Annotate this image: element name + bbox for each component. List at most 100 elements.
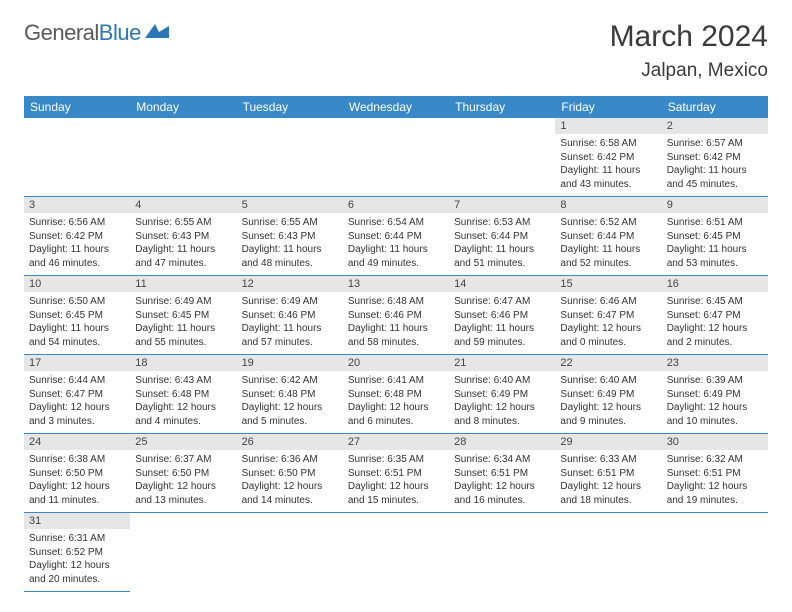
- day-cell: Sunrise: 6:48 AMSunset: 6:46 PMDaylight:…: [343, 292, 449, 355]
- day-cell: Sunrise: 6:44 AMSunset: 6:47 PMDaylight:…: [24, 371, 130, 434]
- day-cell: Sunrise: 6:32 AMSunset: 6:51 PMDaylight:…: [662, 450, 768, 513]
- day-cell: Sunrise: 6:40 AMSunset: 6:49 PMDaylight:…: [449, 371, 555, 434]
- day-cell: Sunrise: 6:36 AMSunset: 6:50 PMDaylight:…: [237, 450, 343, 513]
- day-number-cell: 21: [449, 355, 555, 372]
- day-number-cell: 19: [237, 355, 343, 372]
- flag-icon: [145, 20, 169, 46]
- day-info: Sunrise: 6:56 AMSunset: 6:42 PMDaylight:…: [29, 216, 125, 270]
- day-info: Sunrise: 6:55 AMSunset: 6:43 PMDaylight:…: [135, 216, 231, 270]
- day-info: Sunrise: 6:52 AMSunset: 6:44 PMDaylight:…: [560, 216, 656, 270]
- day-cell: [130, 529, 236, 592]
- day-info: Sunrise: 6:31 AMSunset: 6:52 PMDaylight:…: [29, 532, 125, 586]
- daynum-row: 17181920212223: [24, 355, 768, 372]
- day-cell: Sunrise: 6:49 AMSunset: 6:45 PMDaylight:…: [130, 292, 236, 355]
- day-number-cell: 3: [24, 197, 130, 214]
- day-info: Sunrise: 6:37 AMSunset: 6:50 PMDaylight:…: [135, 453, 231, 507]
- day-header: Sunday: [24, 96, 130, 118]
- day-cell: Sunrise: 6:41 AMSunset: 6:48 PMDaylight:…: [343, 371, 449, 434]
- day-number-cell: 20: [343, 355, 449, 372]
- day-number-cell: 25: [130, 434, 236, 451]
- day-cell: [24, 134, 130, 197]
- day-cell: Sunrise: 6:39 AMSunset: 6:49 PMDaylight:…: [662, 371, 768, 434]
- day-cell: [237, 529, 343, 592]
- day-cell: Sunrise: 6:47 AMSunset: 6:46 PMDaylight:…: [449, 292, 555, 355]
- day-cell: Sunrise: 6:51 AMSunset: 6:45 PMDaylight:…: [662, 213, 768, 276]
- logo: General Blue: [24, 20, 169, 46]
- day-info: Sunrise: 6:45 AMSunset: 6:47 PMDaylight:…: [667, 295, 763, 349]
- day-number-cell: [449, 513, 555, 530]
- day-number-cell: 2: [662, 118, 768, 134]
- day-info: Sunrise: 6:41 AMSunset: 6:48 PMDaylight:…: [348, 374, 444, 428]
- day-cell: Sunrise: 6:50 AMSunset: 6:45 PMDaylight:…: [24, 292, 130, 355]
- day-number-cell: 31: [24, 513, 130, 530]
- daynum-row: 12: [24, 118, 768, 134]
- day-number-cell: [662, 513, 768, 530]
- week-row: Sunrise: 6:58 AMSunset: 6:42 PMDaylight:…: [24, 134, 768, 197]
- daynum-row: 10111213141516: [24, 276, 768, 293]
- day-info: Sunrise: 6:40 AMSunset: 6:49 PMDaylight:…: [454, 374, 550, 428]
- day-cell: Sunrise: 6:46 AMSunset: 6:47 PMDaylight:…: [555, 292, 661, 355]
- day-number-cell: 27: [343, 434, 449, 451]
- day-number-cell: [130, 118, 236, 134]
- day-cell: [555, 529, 661, 592]
- day-number-cell: 22: [555, 355, 661, 372]
- calendar-table: SundayMondayTuesdayWednesdayThursdayFrid…: [24, 96, 768, 592]
- day-cell: Sunrise: 6:57 AMSunset: 6:42 PMDaylight:…: [662, 134, 768, 197]
- day-number-cell: [555, 513, 661, 530]
- day-cell: [237, 134, 343, 197]
- day-header: Saturday: [662, 96, 768, 118]
- day-info: Sunrise: 6:49 AMSunset: 6:46 PMDaylight:…: [242, 295, 338, 349]
- day-number-cell: 26: [237, 434, 343, 451]
- day-info: Sunrise: 6:40 AMSunset: 6:49 PMDaylight:…: [560, 374, 656, 428]
- day-info: Sunrise: 6:55 AMSunset: 6:43 PMDaylight:…: [242, 216, 338, 270]
- day-header: Tuesday: [237, 96, 343, 118]
- day-number-cell: 29: [555, 434, 661, 451]
- day-cell: Sunrise: 6:58 AMSunset: 6:42 PMDaylight:…: [555, 134, 661, 197]
- day-cell: Sunrise: 6:40 AMSunset: 6:49 PMDaylight:…: [555, 371, 661, 434]
- day-number-cell: [24, 118, 130, 134]
- day-cell: [343, 134, 449, 197]
- day-number-cell: 13: [343, 276, 449, 293]
- calendar-body: 12Sunrise: 6:58 AMSunset: 6:42 PMDayligh…: [24, 118, 768, 592]
- day-number-cell: [343, 118, 449, 134]
- day-cell: Sunrise: 6:31 AMSunset: 6:52 PMDaylight:…: [24, 529, 130, 592]
- day-cell: Sunrise: 6:55 AMSunset: 6:43 PMDaylight:…: [130, 213, 236, 276]
- day-cell: Sunrise: 6:45 AMSunset: 6:47 PMDaylight:…: [662, 292, 768, 355]
- day-cell: Sunrise: 6:52 AMSunset: 6:44 PMDaylight:…: [555, 213, 661, 276]
- day-cell: Sunrise: 6:53 AMSunset: 6:44 PMDaylight:…: [449, 213, 555, 276]
- day-info: Sunrise: 6:53 AMSunset: 6:44 PMDaylight:…: [454, 216, 550, 270]
- day-number-cell: 5: [237, 197, 343, 214]
- day-cell: [343, 529, 449, 592]
- week-row: Sunrise: 6:38 AMSunset: 6:50 PMDaylight:…: [24, 450, 768, 513]
- day-info: Sunrise: 6:38 AMSunset: 6:50 PMDaylight:…: [29, 453, 125, 507]
- day-number-cell: [449, 118, 555, 134]
- day-number-cell: 1: [555, 118, 661, 134]
- day-cell: [130, 134, 236, 197]
- day-cell: [449, 134, 555, 197]
- day-cell: Sunrise: 6:37 AMSunset: 6:50 PMDaylight:…: [130, 450, 236, 513]
- day-info: Sunrise: 6:54 AMSunset: 6:44 PMDaylight:…: [348, 216, 444, 270]
- day-cell: [449, 529, 555, 592]
- title-block: March 2024 Jalpan, Mexico: [610, 20, 768, 82]
- day-info: Sunrise: 6:43 AMSunset: 6:48 PMDaylight:…: [135, 374, 231, 428]
- daynum-row: 24252627282930: [24, 434, 768, 451]
- day-number-cell: 11: [130, 276, 236, 293]
- day-cell: Sunrise: 6:33 AMSunset: 6:51 PMDaylight:…: [555, 450, 661, 513]
- day-cell: Sunrise: 6:38 AMSunset: 6:50 PMDaylight:…: [24, 450, 130, 513]
- day-cell: Sunrise: 6:55 AMSunset: 6:43 PMDaylight:…: [237, 213, 343, 276]
- day-info: Sunrise: 6:50 AMSunset: 6:45 PMDaylight:…: [29, 295, 125, 349]
- day-header: Monday: [130, 96, 236, 118]
- day-cell: Sunrise: 6:34 AMSunset: 6:51 PMDaylight:…: [449, 450, 555, 513]
- day-number-cell: 18: [130, 355, 236, 372]
- day-number-cell: 24: [24, 434, 130, 451]
- week-row: Sunrise: 6:50 AMSunset: 6:45 PMDaylight:…: [24, 292, 768, 355]
- day-number-cell: 15: [555, 276, 661, 293]
- day-number-cell: 6: [343, 197, 449, 214]
- day-cell: Sunrise: 6:35 AMSunset: 6:51 PMDaylight:…: [343, 450, 449, 513]
- daynum-row: 31: [24, 513, 768, 530]
- day-number-cell: 12: [237, 276, 343, 293]
- day-cell: Sunrise: 6:42 AMSunset: 6:48 PMDaylight:…: [237, 371, 343, 434]
- day-number-cell: 30: [662, 434, 768, 451]
- day-number-cell: 7: [449, 197, 555, 214]
- location: Jalpan, Mexico: [610, 60, 768, 82]
